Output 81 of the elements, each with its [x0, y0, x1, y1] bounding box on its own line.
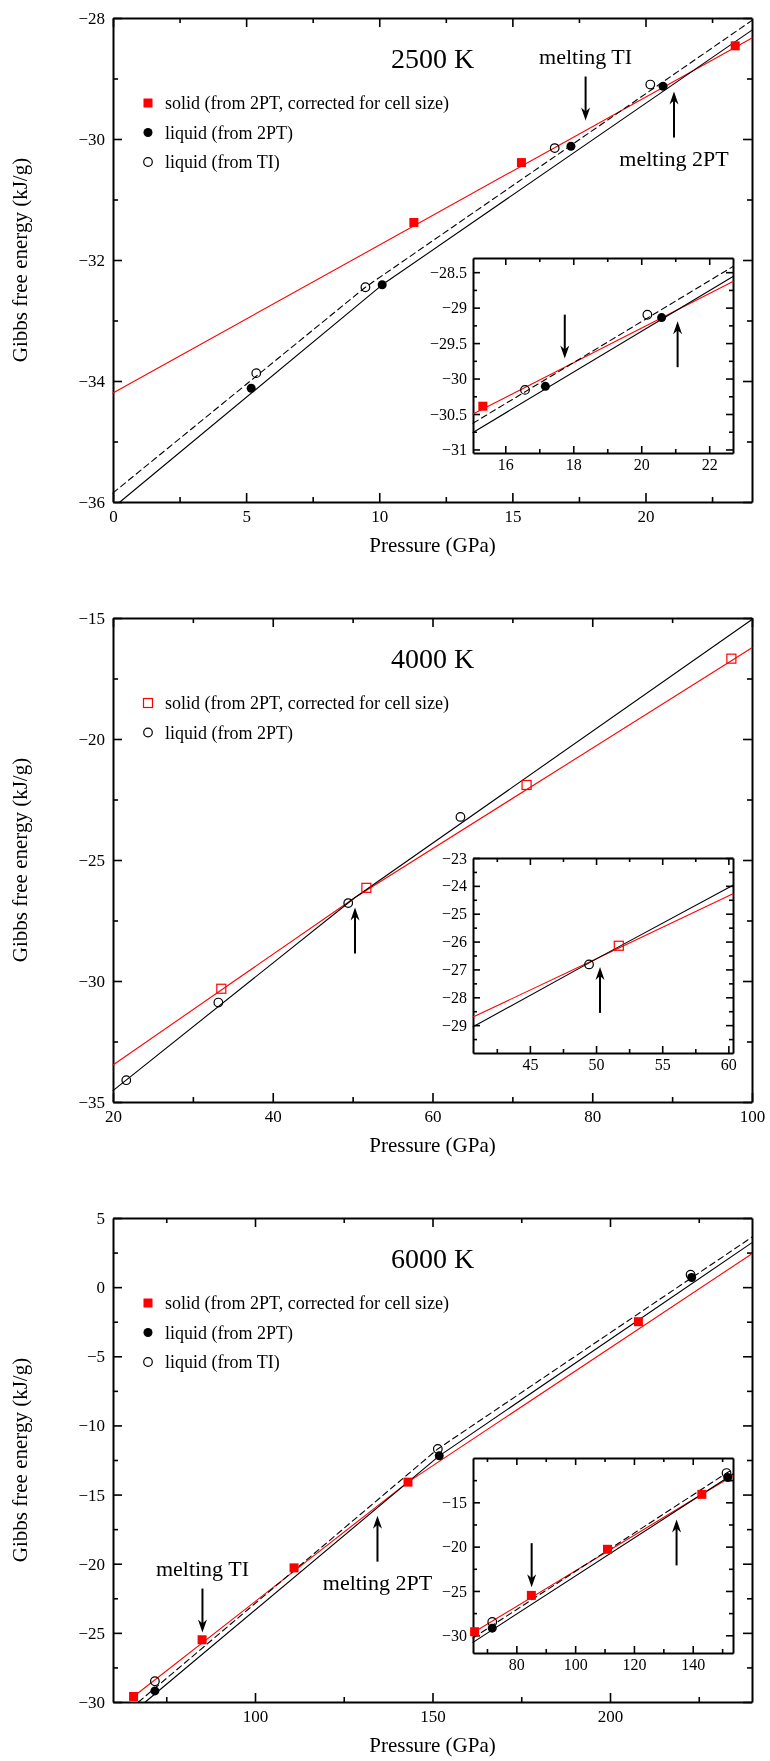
x-axis-title: Pressure (GPa): [369, 1733, 496, 1757]
y-tick-label: 5: [96, 1208, 105, 1228]
y-tick-label: −15: [78, 1485, 105, 1505]
y-tick-label: −10: [78, 1416, 105, 1436]
y-axis-title: Gibbs free energy (kJ/g): [8, 157, 32, 363]
y-tick-label: −25: [78, 1623, 105, 1643]
x-tick-label: 20: [105, 1107, 122, 1127]
y-tick-label: −32: [78, 250, 105, 270]
y-tick-label: −35: [78, 1092, 105, 1112]
y-tick-label: −28: [78, 8, 105, 28]
y-tick-label: −5: [86, 1347, 105, 1367]
x-tick-label: 5: [242, 507, 251, 527]
x-tick-label: 80: [508, 1656, 525, 1674]
x-tick-label: 60: [720, 1056, 737, 1074]
y-tick-label: −30: [78, 129, 105, 149]
x-tick-label: 45: [522, 1056, 539, 1074]
text: 4000 K: [390, 643, 475, 674]
y-tick-label: −29.5: [429, 334, 467, 352]
y-tick-label: −28: [441, 988, 467, 1006]
legend-label: liquid (from 2PT): [165, 722, 293, 744]
y-tick-label: −27: [441, 961, 467, 979]
y-tick-label: −30.5: [429, 405, 467, 423]
x-axis-title: Pressure (GPa): [369, 1133, 496, 1157]
x-tick-label: 15: [504, 507, 522, 527]
x-tick-label: 40: [264, 1107, 282, 1127]
x-tick-label: 20: [637, 507, 655, 527]
x-tick-label: 50: [588, 1056, 605, 1074]
legend-label: liquid (from 2PT): [165, 1322, 293, 1344]
x-tick-label: 120: [622, 1656, 647, 1674]
y-tick-label: −28.5: [429, 263, 467, 281]
legend-label: solid (from 2PT, corrected for cell size): [165, 1293, 450, 1314]
y-tick-label: −25: [441, 905, 467, 923]
legend-label: solid (from 2PT, corrected for cell size): [165, 693, 450, 714]
x-tick-label: 0: [109, 507, 118, 527]
text: 2500 K: [390, 43, 475, 74]
y-tick-label: −15: [78, 608, 105, 628]
y-tick-label: −30: [78, 1692, 105, 1712]
x-tick-label: 100: [563, 1656, 588, 1674]
annotation: melting TI: [155, 1555, 250, 1581]
legend-label: liquid (from TI): [165, 152, 280, 173]
y-tick-label: −31: [441, 441, 467, 459]
x-tick-label: 18: [565, 456, 582, 474]
legend-label: liquid (from TI): [165, 1352, 280, 1373]
x-tick-label: 16: [497, 456, 514, 474]
y-axis-title: Gibbs free energy (kJ/g): [8, 757, 32, 963]
y-tick-label: −36: [78, 492, 105, 512]
y-tick-label: −25: [441, 1582, 467, 1600]
x-tick-label: 100: [242, 1707, 269, 1727]
x-tick-label: 10: [371, 507, 389, 527]
y-tick-label: −30: [441, 370, 467, 388]
y-axis-title: Gibbs free energy (kJ/g): [8, 1357, 32, 1563]
legend-label: solid (from 2PT, corrected for cell size): [165, 93, 450, 114]
x-tick-label: 22: [701, 456, 718, 474]
legend-label: liquid (from 2PT): [165, 122, 293, 144]
y-tick-label: −29: [441, 299, 467, 317]
y-tick-label: −24: [441, 877, 467, 895]
y-tick-label: −26: [441, 933, 467, 951]
x-tick-label: 20: [633, 456, 650, 474]
y-tick-label: −23: [441, 849, 467, 867]
x-tick-label: 140: [681, 1656, 706, 1674]
y-tick-label: 0: [96, 1278, 105, 1298]
y-tick-label: −20: [78, 729, 105, 749]
text: 6000 K: [390, 1243, 475, 1274]
annotation: melting TI: [539, 43, 633, 69]
y-tick-label: −15: [441, 1493, 467, 1511]
y-tick-label: −30: [78, 971, 105, 991]
x-tick-label: 200: [597, 1707, 624, 1727]
x-axis-title: Pressure (GPa): [369, 533, 496, 557]
y-tick-label: −29: [441, 1016, 467, 1034]
annotation: melting 2PT: [619, 145, 730, 171]
y-tick-label: −34: [78, 371, 106, 391]
y-tick-label: −20: [441, 1538, 467, 1556]
x-tick-label: 80: [584, 1107, 602, 1127]
x-tick-label: 55: [654, 1056, 671, 1074]
y-tick-label: −30: [441, 1626, 467, 1644]
x-tick-label: 100: [739, 1107, 766, 1127]
annotation: melting 2PT: [322, 1569, 433, 1595]
y-tick-label: −20: [78, 1554, 105, 1574]
y-tick-label: −25: [78, 850, 105, 870]
x-tick-label: 60: [424, 1107, 442, 1127]
x-tick-label: 150: [420, 1707, 446, 1727]
